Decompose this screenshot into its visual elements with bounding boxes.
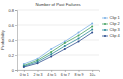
legend-marker [104,17,106,19]
axis-line [15,11,18,71]
tick-label: 0 to 1 [20,73,29,77]
legend-item: Clip 1 [102,15,121,20]
tick-label: 2 to 3 [34,73,43,77]
tick: 10+ [90,70,96,77]
point [78,35,80,37]
point [91,32,93,34]
y-axis-title: Probability [0,29,5,49]
point [64,45,66,47]
tick-mark [15,70,17,71]
tick: 0 to 1 [20,70,29,77]
legend-label: Clip 2 [110,21,121,26]
point [78,41,80,43]
point [23,66,25,68]
point [50,51,52,53]
tick-label: 0.2 [8,53,14,58]
series-line [24,24,92,65]
tick-label: 0.4 [8,38,14,43]
series-group [23,23,93,69]
legend-swatch [102,36,108,37]
point [78,38,80,40]
grid-line [17,10,99,11]
point [23,65,25,67]
point [91,29,93,31]
tick: 6 to 7 [61,70,70,77]
tick: 0.6 [8,23,17,28]
tick-label: 8 to 9 [75,73,84,77]
legend-swatch [102,18,108,19]
point [64,42,66,44]
legend-swatch [102,24,108,25]
point [50,48,52,50]
x-axis-title: Number of Past Failures [35,2,80,7]
grid-line [17,40,99,41]
tick-mark [15,25,17,26]
tick-label: 0.6 [8,23,14,28]
grid-line [17,55,99,56]
legend-item: Clip 2 [102,21,121,26]
y-axis: 0 0.2 0.4 0.6 0.8 [8,8,17,73]
point [64,48,66,50]
legend-marker [104,23,106,25]
tick-label: 10+ [90,73,96,77]
plot: 0 0.2 0.4 0.6 0.8 0 to 1 2 to 3 4 to 5 6 to 7 8 t… [8,8,99,77]
grid-line [17,25,99,26]
legend-label: Clip 4 [110,33,121,38]
tick-mark [15,10,17,11]
series-line [24,27,92,66]
series-line [24,33,92,68]
legend-marker [104,35,106,37]
tick: 0.8 [8,8,17,13]
tick: 2 to 3 [34,70,43,77]
legend-swatch [102,30,108,31]
tick-label: 4 to 5 [47,73,56,77]
legend-item: Clip 4 [102,33,121,38]
legend-item: Clip 3 [102,27,121,32]
tick-label: 0 [12,68,15,73]
tick: 0.2 [8,53,17,58]
legend-label: Clip 1 [110,15,121,20]
tick-mark [15,40,17,41]
series-line [24,30,92,67]
tick: 8 to 9 [75,70,84,77]
tick-mark [15,55,17,56]
tick-label: 0.8 [8,8,14,13]
tick: 0.4 [8,38,17,43]
tick: 4 to 5 [47,70,56,77]
x-axis: 0 to 1 2 to 3 4 to 5 6 to 7 8 to 9 10+ [18,70,100,77]
point [37,62,39,64]
point [50,56,52,58]
chart: 0 0.2 0.4 0.6 0.8 0 to 1 2 to 3 4 to 5 6 to 7 8 t… [0,0,123,79]
point [78,32,80,34]
point [50,53,52,55]
legend-label: Clip 3 [110,27,121,32]
tick: 0 [12,68,17,73]
point [91,26,93,28]
axis-line [18,71,100,73]
legend: Clip 1Clip 2Clip 3Clip 4 [102,15,121,38]
legend-marker [104,29,106,31]
grid [17,10,99,70]
point [91,23,93,25]
tick-label: 6 to 7 [61,73,70,77]
